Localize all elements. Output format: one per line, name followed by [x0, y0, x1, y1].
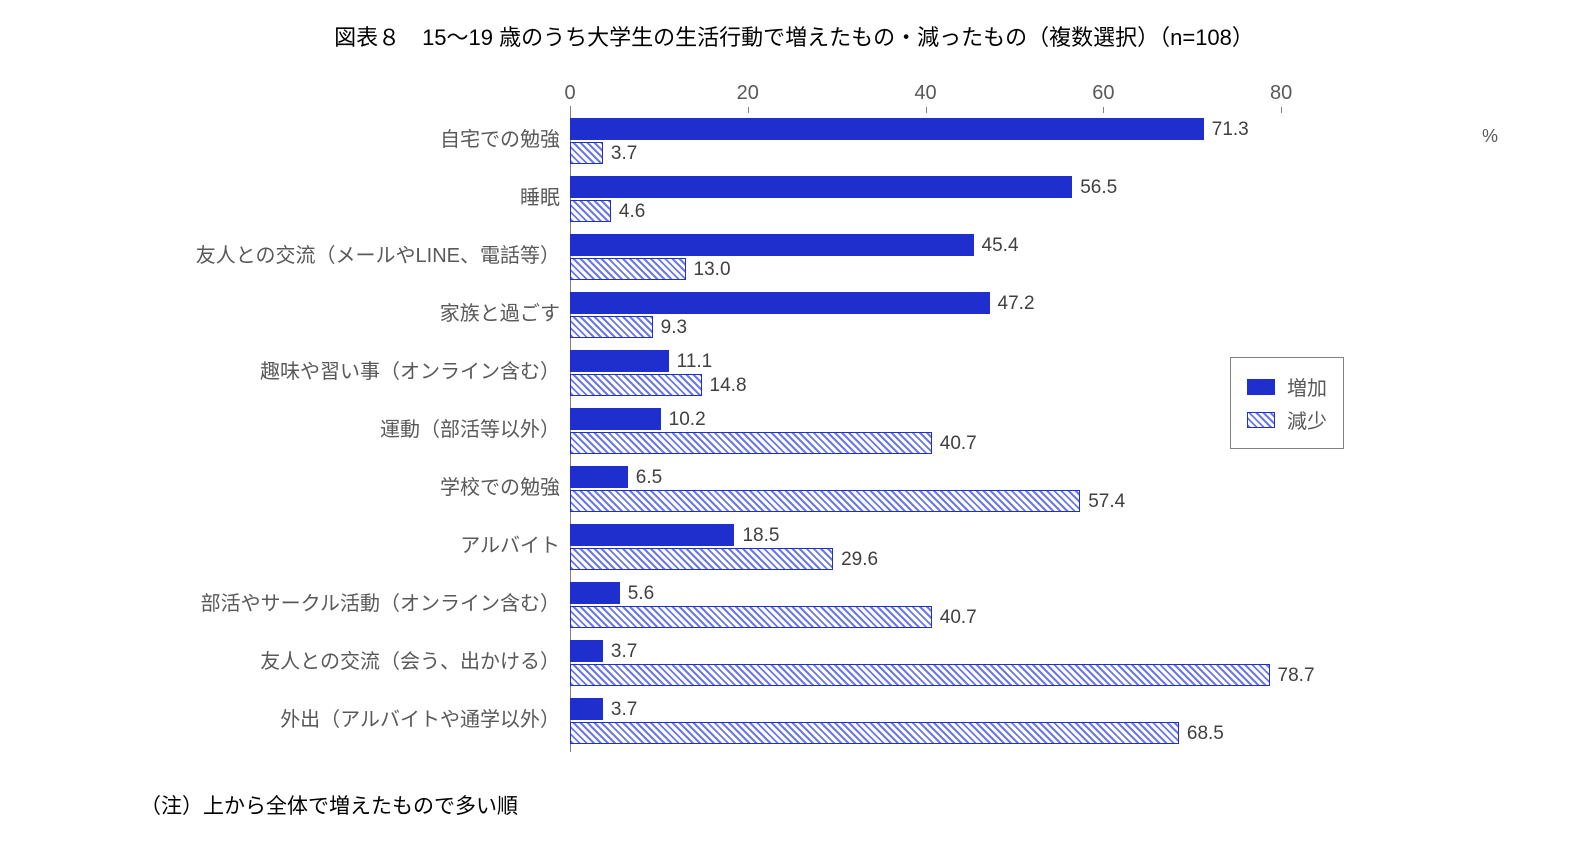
x-tick-label: 20: [737, 82, 759, 105]
bar-increase: [570, 176, 1072, 198]
bar-value-increase: 11.1: [677, 352, 713, 371]
legend-swatch: [1247, 412, 1275, 428]
x-axis: 020406080: [570, 62, 1370, 112]
bar-value-increase: 3.7: [611, 642, 637, 661]
bar-decrease: [570, 606, 932, 628]
bar-value-increase: 56.5: [1080, 178, 1117, 197]
bar-value-increase: 5.6: [628, 584, 654, 603]
chart-title: 図表８ 15～19 歳のうち大学生の生活行動で増えたもの・減ったもの（複数選択）…: [80, 20, 1508, 52]
bar-increase: [570, 524, 734, 546]
bar-value-decrease: 40.7: [940, 434, 977, 453]
bar-value-decrease: 78.7: [1278, 666, 1315, 685]
x-tick-label: 0: [564, 82, 575, 105]
bar-value-decrease: 4.6: [619, 202, 645, 221]
bar-increase: [570, 292, 990, 314]
bar-decrease: [570, 432, 932, 454]
bar-value-increase: 10.2: [669, 410, 706, 429]
category-label: 家族と過ごす: [80, 304, 560, 324]
bar-value-increase: 3.7: [611, 700, 637, 719]
bar-decrease: [570, 258, 686, 280]
bar-value-decrease: 9.3: [661, 318, 687, 337]
x-tick-label: 80: [1270, 82, 1292, 105]
bar-value-increase: 6.5: [636, 468, 662, 487]
bar-value-decrease: 68.5: [1187, 724, 1224, 743]
category-label: 友人との交流（会う、出かける）: [80, 652, 560, 672]
bar-increase: [570, 582, 620, 604]
bar-increase: [570, 640, 603, 662]
bar-increase: [570, 408, 661, 430]
bar-value-decrease: 40.7: [940, 608, 977, 627]
bar-decrease: [570, 490, 1080, 512]
legend-item: 減少: [1247, 405, 1327, 434]
bar-increase: [570, 118, 1204, 140]
unit-label: %: [1482, 126, 1498, 147]
x-tick-label: 60: [1092, 82, 1114, 105]
bar-decrease: [570, 664, 1270, 686]
bar-value-decrease: 3.7: [611, 144, 637, 163]
bar-decrease: [570, 316, 653, 338]
bar-value-increase: 71.3: [1212, 120, 1249, 139]
bar-value-increase: 47.2: [998, 294, 1035, 313]
bar-decrease: [570, 374, 702, 396]
bar-decrease: [570, 200, 611, 222]
legend-label: 減少: [1287, 405, 1327, 434]
bar-value-decrease: 29.6: [841, 550, 878, 569]
chart-container: 0 20 40 60 80 % 自宅での勉強睡眠友人との交流（メールやLINE、電話等）…: [80, 62, 1508, 782]
bar-value-increase: 45.4: [982, 236, 1019, 255]
bar-increase: [570, 234, 974, 256]
bar-decrease: [570, 142, 603, 164]
legend-swatch: [1247, 379, 1275, 395]
bar-increase: [570, 698, 603, 720]
legend-item: 増加: [1247, 372, 1327, 401]
bar-value-increase: 18.5: [742, 526, 779, 545]
category-label: アルバイト: [80, 536, 560, 556]
category-label: 睡眠: [80, 188, 560, 208]
category-label: 趣味や習い事（オンライン含む）: [80, 362, 560, 382]
category-label: 外出（アルバイトや通学以外）: [80, 710, 560, 730]
category-label: 学校での勉強: [80, 478, 560, 498]
legend: 増加減少: [1230, 357, 1344, 449]
bar-decrease: [570, 722, 1179, 744]
legend-label: 増加: [1287, 372, 1327, 401]
bar-value-decrease: 14.8: [710, 376, 747, 395]
category-label: 運動（部活等以外）: [80, 420, 560, 440]
category-label: 部活やサークル活動（オンライン含む）: [80, 594, 560, 614]
category-labels: 自宅での勉強睡眠友人との交流（メールやLINE、電話等） 家族と過ごす趣味や習い事…: [80, 112, 560, 752]
bar-increase: [570, 466, 628, 488]
category-label: 友人との交流（メールやLINE、電話等）: [80, 246, 560, 266]
bar-value-decrease: 13.0: [694, 260, 731, 279]
bar-value-decrease: 57.4: [1088, 492, 1125, 511]
bar-increase: [570, 350, 669, 372]
x-tick-label: 40: [914, 82, 936, 105]
category-label: 自宅での勉強: [80, 130, 560, 150]
bar-decrease: [570, 548, 833, 570]
chart-note: （注）上から全体で増えたもので多い順: [140, 790, 1508, 820]
